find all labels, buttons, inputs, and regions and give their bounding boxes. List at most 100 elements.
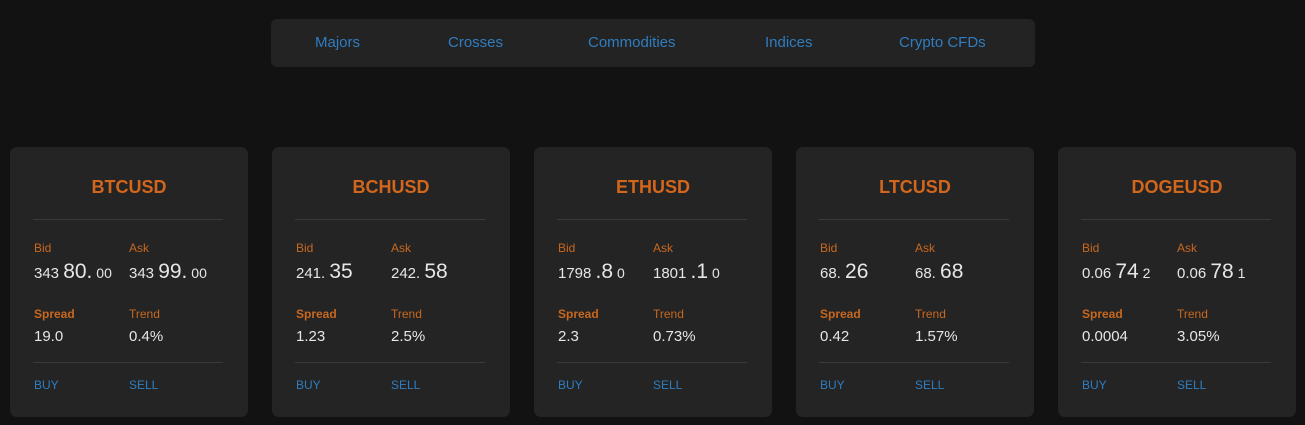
divider [819,219,1009,220]
trend-label: Trend [915,307,946,321]
symbol-title: BTCUSD [91,177,167,197]
tab-commodities[interactable]: Commodities [588,34,676,51]
trend-value: 0.4% [129,328,164,345]
spread-value: 1.23 [296,328,326,345]
quote-card-bchusd: BCHUSD Bid Ask 241. 35 242. 58 Spread Tr… [272,147,510,417]
sell-button[interactable]: SELL [391,378,421,392]
quote-card-ethusd: ETHUSD Bid Ask 1798 .8 0 1801 .1 0 Sprea… [534,147,772,417]
symbol-title: DOGEUSD [1131,177,1223,197]
spread-value: 0.0004 [1082,328,1128,345]
bid-price-prefix: 1798 [558,265,596,282]
sell-button[interactable]: SELL [1177,378,1207,392]
ask-label: Ask [915,241,936,255]
trend-label: Trend [653,307,684,321]
bid-price-main: 35 [329,260,353,283]
bid-price-suffix: 2 [1138,265,1151,281]
ask-label: Ask [129,241,150,255]
bid-price: 1798 .8 0 [558,260,625,284]
spread-value: 2.3 [558,328,579,345]
bid-price: 241. 35 [296,260,353,284]
ask-price-prefix: 68. [915,265,941,282]
divider [819,362,1009,363]
trend-label: Trend [129,307,160,321]
bid-price-prefix: 68. [820,265,846,282]
divider [557,219,747,220]
divider [1081,219,1271,220]
ask-price-main: 58 [424,260,448,283]
buy-button[interactable]: BUY [1082,378,1107,392]
divider [33,362,223,363]
bid-price-main: .8 [595,260,614,283]
bid-price-prefix: 241. [296,265,330,282]
bid-label: Bid [296,241,314,255]
trend-label: Trend [1177,307,1208,321]
trend-value: 1.57% [915,328,958,345]
ask-price-suffix: 00 [187,265,207,281]
ask-price: 242. 58 [391,260,448,284]
bid-price-main: 80. [63,260,93,283]
sell-button[interactable]: SELL [129,378,159,392]
ask-price: 1801 .1 0 [653,260,720,284]
ask-price-main: 78 [1210,260,1234,283]
ask-price-prefix: 1801 [653,265,691,282]
spread-value: 19.0 [34,328,64,345]
tab-crypto-cfds[interactable]: Crypto CFDs [899,34,986,51]
bid-price-prefix: 0.06 [1082,265,1116,282]
symbol-title: LTCUSD [879,177,951,197]
quote-card-dogeusd: DOGEUSD Bid Ask 0.06 74 2 0.06 78 1 Spre… [1058,147,1296,417]
divider [1081,362,1271,363]
sell-button[interactable]: SELL [915,378,945,392]
ask-price: 68. 68 [915,260,963,284]
sell-button[interactable]: SELL [653,378,683,392]
quote-card-btcusd: BTCUSD Bid Ask 343 80. 00 343 99. 00 Spr… [10,147,248,417]
divider [295,219,485,220]
trend-label: Trend [391,307,422,321]
bid-price: 343 80. 00 [34,260,112,284]
tab-indices[interactable]: Indices [765,34,813,51]
bid-price-prefix: 343 [34,265,64,282]
spread-value: 0.42 [820,328,850,345]
ask-price-prefix: 343 [129,265,159,282]
ask-label: Ask [391,241,412,255]
bid-price: 68. 26 [820,260,868,284]
buy-button[interactable]: BUY [558,378,583,392]
bid-price-main: 74 [1115,260,1139,283]
category-tabs: Majors Crosses Commodities Indices Crypt… [271,19,1035,67]
symbol-title: BCHUSD [352,177,430,197]
spread-label: Spread [34,307,75,321]
ask-price-prefix: 242. [391,265,425,282]
ask-label: Ask [653,241,674,255]
divider [557,362,747,363]
buy-button[interactable]: BUY [34,378,59,392]
bid-label: Bid [558,241,576,255]
bid-label: Bid [820,241,838,255]
spread-label: Spread [558,307,599,321]
spread-label: Spread [296,307,337,321]
bid-price: 0.06 74 2 [1082,260,1150,284]
ask-price-suffix: 0 [708,265,720,281]
buy-button[interactable]: BUY [296,378,321,392]
bid-label: Bid [34,241,52,255]
ask-price-main: .1 [690,260,709,283]
ask-price: 0.06 78 1 [1177,260,1245,284]
ask-price-suffix: 1 [1233,265,1246,281]
trend-value: 2.5% [391,328,426,345]
ask-price-main: 68 [940,260,964,283]
spread-label: Spread [1082,307,1123,321]
trend-value: 3.05% [1177,328,1220,345]
buy-button[interactable]: BUY [820,378,845,392]
symbol-title: ETHUSD [615,177,690,197]
spread-label: Spread [820,307,861,321]
tab-majors[interactable]: Majors [315,34,361,51]
bid-label: Bid [1082,241,1100,255]
ask-price: 343 99. 00 [129,260,207,284]
tab-crosses[interactable]: Crosses [448,34,504,51]
quote-card-ltcusd: LTCUSD Bid Ask 68. 26 68. 68 Spread Tren… [796,147,1034,417]
bid-price-suffix: 0 [613,265,625,281]
divider [33,219,223,220]
bid-price-main: 26 [845,260,869,283]
ask-price-main: 99. [158,260,188,283]
ask-label: Ask [1177,241,1198,255]
trend-value: 0.73% [653,328,696,345]
ask-price-prefix: 0.06 [1177,265,1211,282]
